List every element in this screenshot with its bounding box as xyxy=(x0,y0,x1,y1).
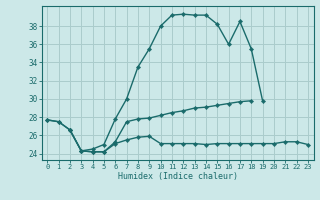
X-axis label: Humidex (Indice chaleur): Humidex (Indice chaleur) xyxy=(118,172,237,181)
